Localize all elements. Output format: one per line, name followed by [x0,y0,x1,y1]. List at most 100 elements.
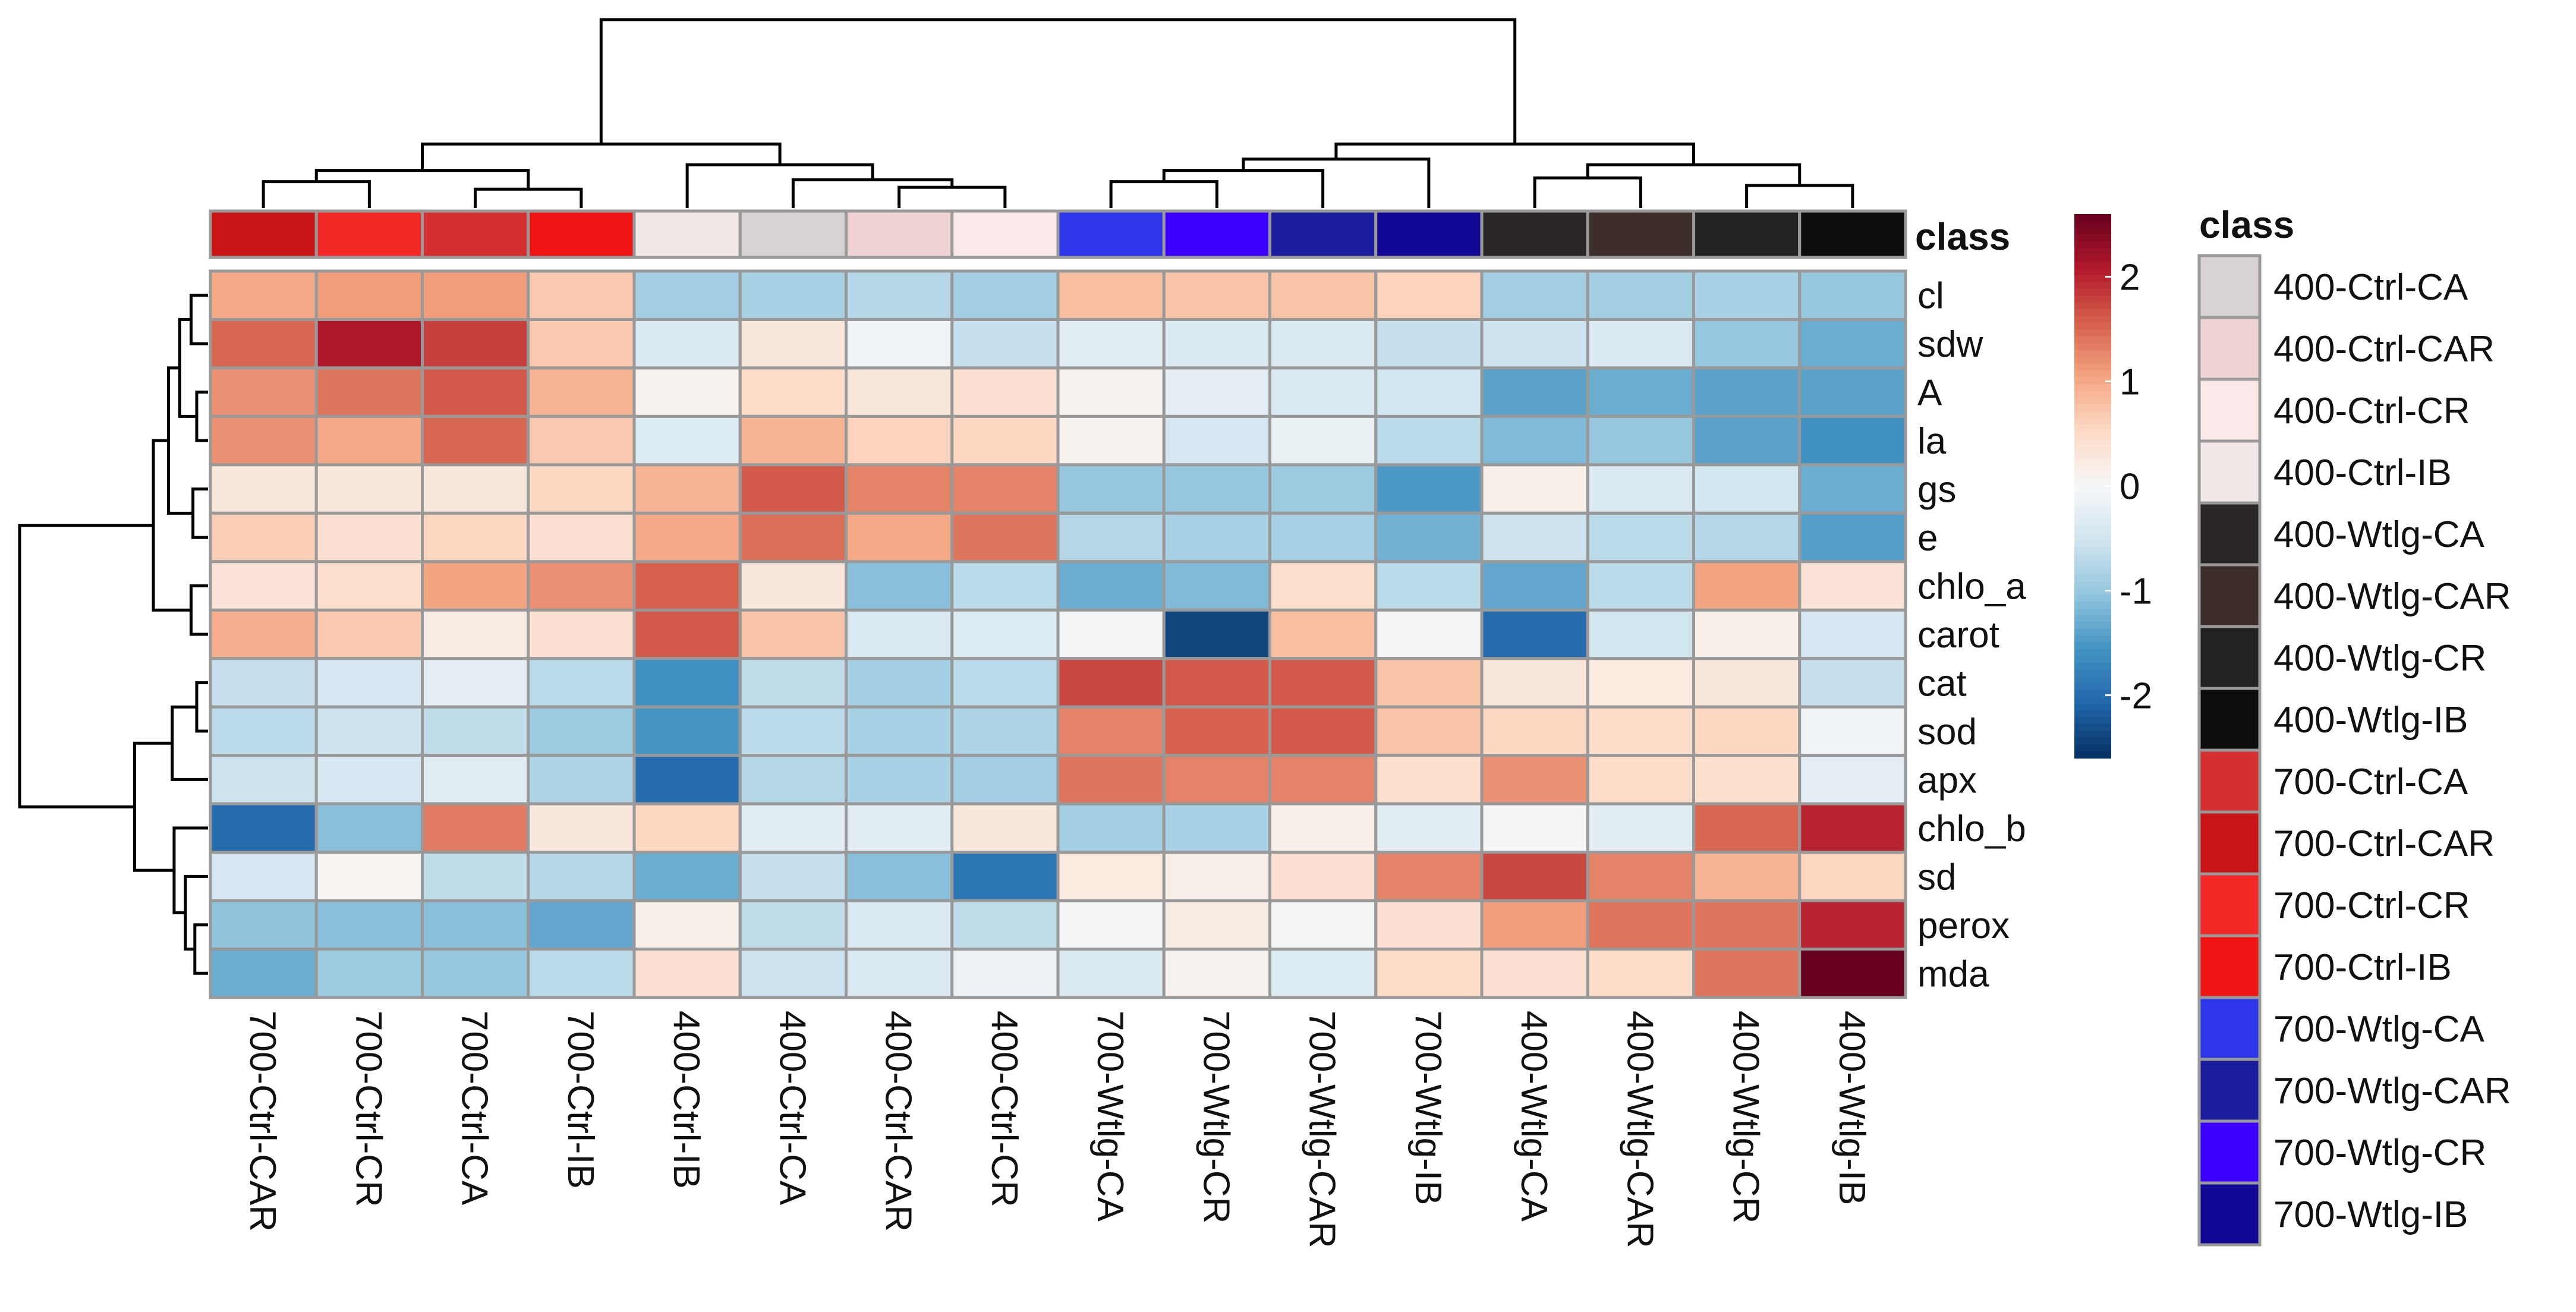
column-label: 700-Wtlg-CA [1089,1011,1130,1222]
heatmap-cell [1268,851,1378,902]
legend-label: 400-Ctrl-IB [2273,452,2452,493]
colorbar-segment [2074,234,2111,242]
class-annotation-cell [738,209,848,259]
heatmap-cell [1162,851,1271,902]
heatmap-cell [209,657,318,709]
dendrogram-branch [189,584,208,636]
colorbar-segment [2074,302,2111,310]
heatmap-cell [845,899,954,951]
heatmap-cell [1480,948,1589,999]
column-dendrogram [262,18,1854,208]
column-label: 700-Wtlg-IB [1407,1011,1448,1205]
colorbar-segment [2074,363,2111,372]
heatmap-cell [1056,899,1166,951]
heatmap-cell [1692,705,1802,757]
heatmap-cell [209,463,318,515]
colorbar-segment [2074,452,2111,460]
heatmap-cell [314,657,424,709]
heatmap-cell [1798,851,1907,902]
legend-swatch [2197,996,2262,1061]
dendrogram-branch [262,180,371,208]
heatmap-cell [1798,899,1907,951]
heatmap-cell [1374,948,1484,999]
legend-label: 400-Ctrl-CAR [2273,329,2495,370]
dendrogram-branch [195,391,208,442]
heatmap-cell [1798,414,1907,467]
colorbar-segment [2074,717,2111,725]
heatmap-cell [1480,705,1589,757]
heatmap-cell [1056,414,1166,467]
dendrogram-branch [133,741,174,872]
heatmap-cell [1056,802,1166,854]
column-label: 700-Ctrl-CA [454,1011,495,1206]
colorbar-segment [2074,601,2111,609]
heatmap-cell [1480,802,1589,854]
colorbar-segment [2074,424,2111,432]
colorbar-segment [2074,547,2111,555]
heatmap-cell [738,754,848,806]
heatmap-cell [1586,560,1695,612]
colorbar-segment [2074,751,2111,759]
heatmap-cell [1268,754,1378,806]
colorbar-segment [2074,710,2111,718]
heatmap-cell [421,705,530,757]
colorbar-segment [2074,445,2111,453]
colorbar-segment [2074,438,2111,446]
heatmap-cell [1480,754,1589,806]
colorbar-segment [2074,615,2111,623]
colorbar-segment [2074,432,2111,439]
heatmap-cell [1056,511,1166,564]
colorbar-segment [2074,486,2111,493]
heatmap-cell [1586,657,1695,709]
row-label: la [1917,421,1947,462]
heatmap-cell [421,414,530,467]
heatmap-cell [209,560,318,612]
heatmap-cell [314,899,424,951]
dendrogram-branch [599,18,1517,144]
heatmap-cell [421,366,530,418]
heatmap-cell [314,560,424,612]
heatmap-cell [1586,851,1695,902]
row-label: mda [1917,954,1989,995]
heatmap-cell [1798,948,1907,999]
colorbar-segment [2074,288,2111,297]
colorbar-tick-label: -1 [2120,571,2152,612]
heatmap-cell [1480,317,1589,370]
colorbar-segment [2074,744,2111,752]
colorbar-segment [2074,622,2111,630]
heatmap-cell [421,608,530,660]
colorbar-segment [2074,411,2111,419]
colorbar-segment [2074,465,2111,473]
heatmap-cell [845,851,954,902]
row-dendrogram [18,294,208,975]
dendrogram-branch [474,187,583,208]
colorbar-segment [2074,295,2111,303]
heatmap-cell [738,463,848,515]
legend-label: 700-Ctrl-CAR [2273,823,2495,864]
legend-swatch [2197,934,2262,999]
legend-label: 400-Ctrl-CA [2273,267,2468,308]
colorbar-segment [2074,635,2111,643]
colorbar-segment [2074,275,2111,283]
heatmap-cell [738,851,848,902]
heatmap-cell [632,948,742,999]
heatmap-cell [1586,899,1695,951]
colorbar-segment [2074,703,2111,711]
heatmap-cell [1798,560,1907,612]
legend-swatch [2197,439,2262,505]
heatmap-cell [1692,899,1802,951]
class-annotation-cell [1374,209,1484,259]
heatmap-cell [527,948,636,999]
heatmap-cell [1586,705,1695,757]
heatmap-cell [950,269,1060,321]
colorbar-segment [2074,391,2111,398]
colorbar-segment [2074,350,2111,358]
colorbar-segment [2074,418,2111,426]
heatmap-cell [1162,948,1271,999]
legend-swatch [2197,748,2262,814]
heatmap-cell [632,414,742,467]
heatmap-cell [738,948,848,999]
heatmap-cell [845,657,954,709]
